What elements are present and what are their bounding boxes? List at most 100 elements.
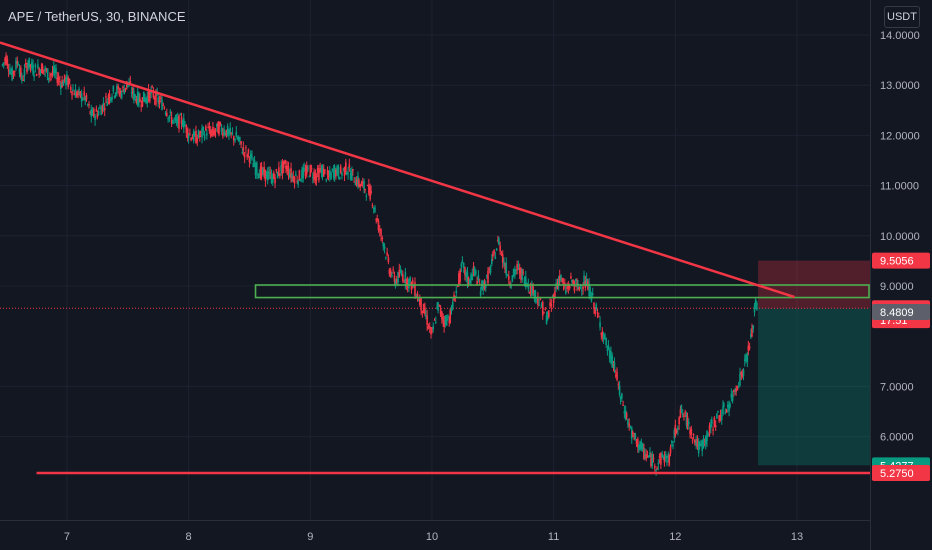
candle-body	[383, 246, 386, 249]
candle-body	[23, 69, 26, 77]
candle-body	[394, 281, 397, 287]
candle-body	[672, 444, 674, 447]
candle-body	[305, 165, 308, 175]
candle-body	[120, 92, 123, 99]
y-tick-label: 10.0000	[880, 231, 920, 243]
candle-body	[190, 137, 192, 141]
candle-body	[280, 165, 282, 173]
candle-body	[363, 180, 365, 190]
candle-body	[515, 269, 517, 271]
candle-body	[145, 98, 147, 102]
candle-body	[166, 112, 168, 117]
candle-body	[191, 137, 194, 140]
price-label: 9.5056	[880, 256, 914, 268]
candle-body	[281, 161, 284, 174]
candle-body	[517, 265, 520, 267]
candle-body	[751, 328, 753, 337]
candle-body	[335, 169, 337, 177]
candle-body	[725, 409, 728, 413]
candle-body	[162, 104, 165, 106]
candle-body	[193, 132, 196, 136]
candle-body	[393, 275, 396, 282]
candle-body	[88, 104, 90, 106]
candle-body	[44, 67, 46, 72]
candle-body	[487, 270, 489, 284]
candle-body	[410, 282, 413, 290]
candle-body	[583, 275, 585, 285]
candle-body	[230, 132, 232, 134]
candle-body	[371, 205, 374, 207]
candle-body	[521, 268, 524, 280]
candle-body	[670, 440, 673, 443]
candle-body	[376, 218, 379, 221]
y-tick-label: 14.0000	[880, 30, 920, 42]
candle-body	[614, 375, 617, 377]
candle-body	[93, 108, 95, 117]
candle-body	[493, 250, 495, 254]
candle-body	[196, 137, 199, 143]
candle-body	[364, 189, 366, 191]
candle-body	[187, 135, 190, 139]
candle-body	[6, 58, 9, 67]
candle-body	[712, 429, 714, 431]
candle-body	[189, 133, 191, 135]
x-tick-label: 8	[186, 531, 192, 543]
candle-body	[381, 237, 384, 240]
candle-body	[543, 312, 545, 314]
candle-body	[710, 424, 712, 429]
candle-body	[599, 322, 601, 328]
candle-body	[691, 440, 694, 442]
candle-body	[612, 363, 615, 366]
candle-body	[322, 168, 325, 177]
candle-body	[754, 299, 757, 305]
candle-body	[119, 90, 122, 94]
candle-body	[436, 306, 438, 309]
candle-body	[295, 174, 297, 176]
take-profit-zone	[758, 308, 870, 466]
candle-body	[287, 166, 290, 176]
candle-body	[538, 304, 541, 306]
candle-body	[494, 256, 497, 259]
candle-body	[434, 321, 437, 323]
candle-body	[635, 441, 638, 445]
candle-body	[471, 274, 474, 281]
candle-body	[600, 332, 603, 335]
candle-body	[203, 134, 206, 139]
candle-body	[711, 419, 713, 425]
candle-body	[337, 166, 340, 177]
candle-body	[681, 413, 684, 415]
candle-body	[217, 122, 219, 134]
candle-body	[263, 167, 265, 176]
candle-body	[382, 242, 385, 247]
candle-body	[619, 396, 622, 399]
candle-body	[643, 449, 645, 459]
candle-body	[361, 181, 364, 184]
candle-body	[123, 89, 126, 95]
candle-body	[723, 404, 725, 406]
candle-body	[339, 166, 342, 173]
candle-body	[416, 293, 419, 299]
candle-body	[683, 415, 685, 417]
candle-body	[697, 441, 700, 454]
candle-body	[739, 373, 741, 386]
candle-body	[650, 458, 652, 467]
currency-button[interactable]: USDT	[884, 6, 920, 28]
candle-body	[278, 167, 280, 176]
candle-body	[159, 97, 162, 99]
candle-body	[445, 318, 448, 326]
candle-body	[722, 406, 724, 415]
candle-body	[608, 350, 611, 359]
candle-body	[164, 112, 167, 114]
candle-body	[500, 252, 503, 254]
candle-body	[392, 269, 395, 271]
candle-body	[551, 296, 554, 298]
candle-body	[142, 91, 145, 102]
candle-body	[331, 168, 334, 171]
candle-body	[112, 85, 115, 92]
candle-body	[237, 138, 240, 141]
candle-body	[301, 169, 303, 180]
candle-body	[182, 118, 185, 129]
candle-body	[706, 431, 708, 442]
candle-body	[256, 162, 258, 174]
